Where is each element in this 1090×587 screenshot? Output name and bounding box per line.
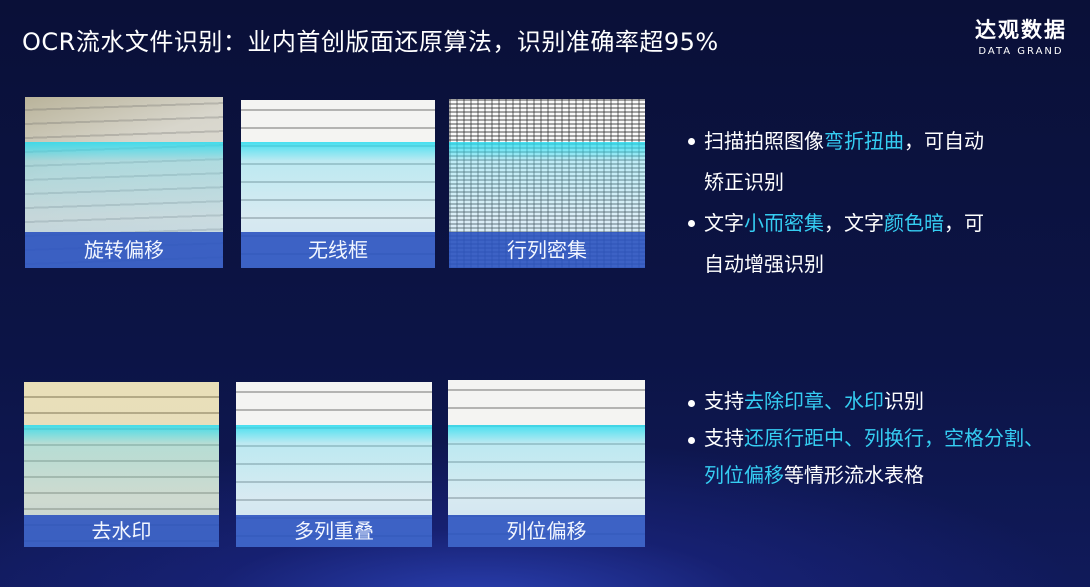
card-label: 去水印 — [24, 515, 219, 547]
card-rotation: 旋转偏移 — [25, 97, 223, 268]
card-label: 列位偏移 — [448, 515, 645, 547]
text: ，可自动 — [904, 129, 984, 153]
text: ，可 — [944, 211, 984, 235]
highlight-text: 颜色暗 — [884, 211, 944, 235]
text: 支持 — [704, 426, 744, 450]
card-dense: 行列密集 — [449, 99, 645, 268]
highlight-text: 小而密集 — [744, 211, 824, 235]
card-overlap: 多列重叠 — [236, 382, 432, 547]
bullet-item: 文字小而密集，文字颜色暗，可 — [688, 203, 984, 244]
text: 等情形流水表格 — [784, 463, 924, 487]
bullet-item: 支持还原行距中、列换行，空格分割、 — [688, 420, 1044, 457]
slide-title: OCR流水文件识别：业内首创版面还原算法，识别准确率超95% — [22, 28, 719, 56]
company-logo: 达观数据 DATA GRAND — [975, 14, 1067, 57]
card-label: 旋转偏移 — [25, 232, 223, 268]
card-column-shift: 列位偏移 — [448, 380, 645, 547]
bullet-continuation: 自动增强识别 — [704, 252, 824, 276]
text: 识别 — [884, 389, 924, 413]
text: 文字 — [704, 211, 744, 235]
feature-list-top: 扫描拍照图像弯折扭曲，可自动 矫正识别 文字小而密集，文字颜色暗，可 自动增强识… — [688, 121, 984, 285]
text: 扫描拍照图像 — [704, 129, 824, 153]
card-watermark: 去水印 — [24, 382, 219, 547]
card-no-border: 无线框 — [241, 100, 435, 268]
bullet-item: 支持去除印章、水印识别 — [688, 383, 1044, 420]
logo-cn: 达观数据 — [975, 18, 1067, 42]
highlight-text: 列位偏移 — [704, 463, 784, 487]
card-label: 无线框 — [241, 232, 435, 268]
highlight-text: 弯折扭曲 — [824, 129, 904, 153]
highlight-text: 还原行距中、列换行，空格分割、 — [744, 426, 1044, 450]
highlight-text: 去除印章、水印 — [744, 389, 884, 413]
bullet-continuation: 矫正识别 — [704, 170, 784, 194]
logo-en: DATA GRAND — [978, 46, 1064, 57]
feature-list-bottom: 支持去除印章、水印识别 支持还原行距中、列换行，空格分割、 列位偏移等情形流水表… — [688, 383, 1044, 494]
text: ，文字 — [824, 211, 884, 235]
card-label: 行列密集 — [449, 232, 645, 268]
bullet-item: 扫描拍照图像弯折扭曲，可自动 — [688, 121, 984, 162]
text: 支持 — [704, 389, 744, 413]
card-label: 多列重叠 — [236, 515, 432, 547]
